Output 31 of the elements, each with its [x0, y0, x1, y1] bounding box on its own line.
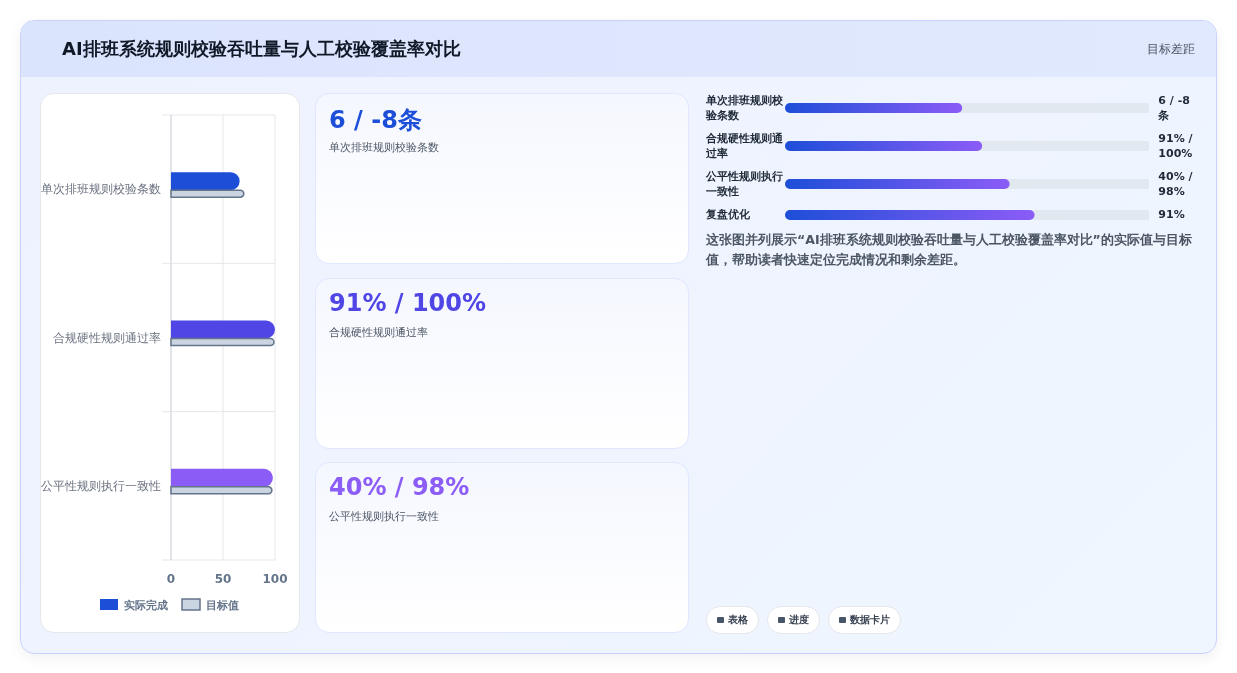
text: 单次排班规则校验条数	[329, 140, 439, 155]
text: 表格	[728, 614, 748, 625]
y-tick-label: 合规硬性规则通过率	[706, 131, 784, 161]
y-tick-label: 合规硬性规则通过率	[53, 330, 161, 345]
bar	[171, 320, 275, 339]
text: 合规硬性规则通过率	[329, 325, 428, 340]
x-tick-label: 100	[262, 572, 288, 586]
annotation: 这张图并列展示“AI排班系统规则校验吞吐量与人工校验覆盖率对比”的实际值与目标值，帮助读者快速定位完成情况和剩余差距。	[706, 231, 1193, 269]
text: 公平性规则执行一致性	[329, 509, 439, 524]
text: 6 / -8条	[329, 105, 422, 136]
x-tick-label: 50	[214, 572, 232, 586]
y-tick-label: 单次排班规则校验条数	[41, 182, 161, 197]
text: 6 / -8条	[1158, 94, 1190, 122]
y-tick-label: 公平性规则执行一致性	[41, 478, 161, 493]
text: 91% / 100%	[1158, 132, 1193, 160]
y-tick-label: 公平性规则执行一致性	[706, 169, 784, 199]
text: 数据卡片	[850, 614, 890, 625]
legend-label: 目标值	[206, 599, 239, 612]
text: 91% / 100%	[329, 289, 487, 317]
bar	[171, 468, 273, 487]
x-tick-label: 0	[166, 572, 176, 586]
text: 40% / 98%	[1158, 170, 1193, 198]
text: 91%	[1158, 208, 1185, 221]
text: 40% / 98%	[329, 473, 470, 501]
bar	[171, 172, 240, 191]
text: 目标差距	[1147, 41, 1195, 58]
text: AI排班系统规则校验吞吐量与人工校验覆盖率对比	[62, 37, 461, 61]
y-tick-label: 单次排班规则校验条数	[706, 93, 784, 123]
y-tick-label: 复盘优化	[706, 207, 751, 222]
text: 进度	[789, 614, 809, 625]
legend-label: 实际完成	[124, 599, 168, 612]
